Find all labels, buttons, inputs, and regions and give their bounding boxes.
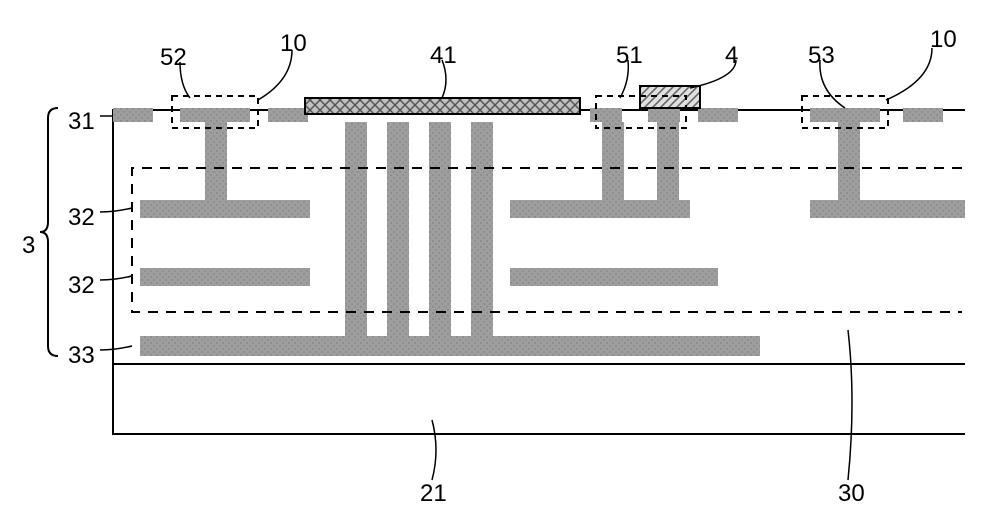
label-33: 33	[68, 342, 95, 370]
label-21: 21	[420, 480, 447, 508]
label-51: 51	[616, 42, 643, 70]
label-41: 41	[430, 42, 457, 70]
label-10-top-left: 10	[280, 30, 307, 58]
label-10-top-right: 10	[930, 26, 957, 54]
label-3: 3	[22, 232, 35, 260]
label-30: 30	[838, 480, 865, 508]
label-32-upper: 32	[68, 204, 95, 232]
schematic-svg	[0, 0, 1000, 519]
label-53: 53	[808, 42, 835, 70]
label-52: 52	[160, 44, 187, 72]
label-32-lower: 32	[68, 272, 95, 300]
label-4: 4	[725, 42, 738, 70]
label-31: 31	[68, 108, 95, 136]
diagram-container: 52 10 41 51 4 53 10 31 32 32 33 3 21 30	[0, 0, 1000, 519]
